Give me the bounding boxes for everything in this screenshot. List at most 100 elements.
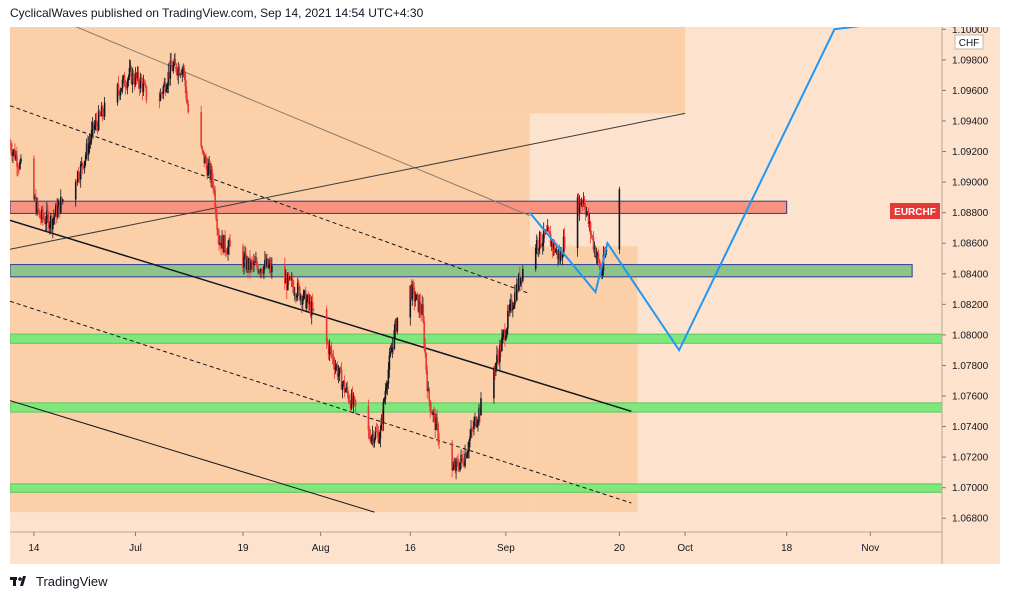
chart-area[interactable]: 1.06800 1.07000 1.07200 1.07400 1.07600 1.078… xyxy=(10,27,1000,564)
candle-body-324 xyxy=(463,464,465,466)
candle-body-21 xyxy=(42,209,44,219)
candle-body-77 xyxy=(121,79,124,89)
candle-body-197 xyxy=(288,276,291,279)
candle-body-142 xyxy=(210,169,212,180)
candle-body-270 xyxy=(385,387,388,392)
candle-body-201 xyxy=(292,287,295,295)
candle-body-233 xyxy=(336,365,339,377)
x-tick-label-5: Sep xyxy=(497,543,515,554)
candle-body-282 xyxy=(409,285,412,318)
candle-body-323 xyxy=(462,458,464,465)
candle-body-415 xyxy=(589,222,592,235)
candle-body-349 xyxy=(500,344,502,351)
candle-body-392 xyxy=(554,251,557,253)
candle-body-239 xyxy=(342,381,345,384)
candle-body-54 xyxy=(86,143,89,155)
candle-body-75 xyxy=(119,91,122,96)
y-tick-label-3: 1.07400 xyxy=(952,422,989,433)
candle-body-69 xyxy=(101,106,104,116)
candle-body-281 xyxy=(396,317,399,332)
candle-body-320 xyxy=(459,462,461,471)
candle-body-128 xyxy=(184,73,187,86)
candle-body-247 xyxy=(350,393,353,409)
candle-body-82 xyxy=(126,80,129,88)
price-axis-panel[interactable] xyxy=(942,27,1000,564)
candle-body-24 xyxy=(45,222,47,224)
candle-body-271 xyxy=(386,383,389,388)
trend-line-5 xyxy=(10,400,375,513)
candle-body-421 xyxy=(595,256,598,258)
projection-path xyxy=(528,27,861,353)
candle-body-22 xyxy=(43,218,45,220)
candle-body-129 xyxy=(185,85,188,99)
candle-body-194 xyxy=(286,278,288,291)
candle-body-19 xyxy=(40,218,42,220)
candle-body-64 xyxy=(96,124,99,131)
candle-body-52 xyxy=(84,155,87,161)
y-tick-label-12: 1.09200 xyxy=(952,147,989,158)
tradingview-brand[interactable]: TradingView xyxy=(36,573,108,589)
candle-body-276 xyxy=(391,347,394,352)
candle-body-163 xyxy=(243,256,245,268)
candle-body-20 xyxy=(41,209,43,220)
candle-body-27 xyxy=(48,214,50,229)
candle-body-26 xyxy=(47,210,49,215)
candle-body-262 xyxy=(377,431,380,443)
candle-body-29 xyxy=(50,215,52,226)
candle-body-284 xyxy=(411,284,414,300)
candle-body-45 xyxy=(77,171,80,180)
candle-body-370 xyxy=(521,277,523,281)
candle-body-332 xyxy=(471,428,473,430)
candle-body-405 xyxy=(579,199,582,205)
candle-body-109 xyxy=(165,89,168,92)
x-tick-label-2: 19 xyxy=(237,543,249,554)
candle-body-322 xyxy=(461,454,463,459)
tradingview-logo-icon[interactable] xyxy=(10,574,32,588)
symbol-badge[interactable] xyxy=(890,203,940,219)
candle-body-384 xyxy=(546,226,549,232)
candle-body-298 xyxy=(425,353,428,371)
candle-body-327 xyxy=(466,453,468,458)
candle-body-257 xyxy=(372,433,375,444)
candle-body-391 xyxy=(553,243,556,253)
candle-body-224 xyxy=(327,343,330,355)
y-tick-label-5: 1.07800 xyxy=(952,361,989,372)
candle-body-135 xyxy=(203,151,205,164)
zone-resistance xyxy=(10,200,788,214)
candle-body-389 xyxy=(551,241,554,250)
candle-body-42 xyxy=(74,181,77,200)
trend-line-1 xyxy=(10,112,686,250)
candle-body-328 xyxy=(467,450,469,454)
candle-body-131 xyxy=(187,103,190,113)
candle-body-16 xyxy=(37,201,39,210)
price-chart[interactable]: 1.06800 1.07000 1.07200 1.07400 1.07600 1.078… xyxy=(10,27,1000,564)
candle-body-214 xyxy=(305,300,308,309)
candle-body-219 xyxy=(310,302,313,316)
candle-body-210 xyxy=(301,299,304,305)
candle-body-195 xyxy=(287,274,289,291)
y-tick-label-14: 1.09600 xyxy=(952,86,989,97)
candle-body-304 xyxy=(431,412,433,416)
candle-body-374 xyxy=(536,240,539,250)
candle-body-184 xyxy=(264,259,266,266)
candle-body-63 xyxy=(95,120,98,125)
candle-body-88 xyxy=(132,72,135,82)
candle-body-383 xyxy=(545,231,548,232)
publisher-line: CyclicalWaves published on TradingView.c… xyxy=(10,6,424,20)
candle-body-417 xyxy=(591,235,594,238)
candle-body-7 xyxy=(16,155,18,167)
y-tick-label-15: 1.09800 xyxy=(952,55,989,66)
candle-body-249 xyxy=(352,396,355,405)
candle-body-3 xyxy=(12,151,14,156)
candle-body-18 xyxy=(39,211,41,219)
candle-body-339 xyxy=(478,408,480,422)
candle-body-117 xyxy=(173,59,176,66)
candle-body-80 xyxy=(124,86,127,88)
candle-body-264 xyxy=(379,429,382,439)
candle-body-393 xyxy=(555,249,558,252)
candle-body-102 xyxy=(158,100,161,102)
candle-body-34 xyxy=(55,205,57,216)
candle-body-146 xyxy=(214,190,216,209)
candle-body-66 xyxy=(98,111,101,116)
candle-body-379 xyxy=(541,242,544,246)
